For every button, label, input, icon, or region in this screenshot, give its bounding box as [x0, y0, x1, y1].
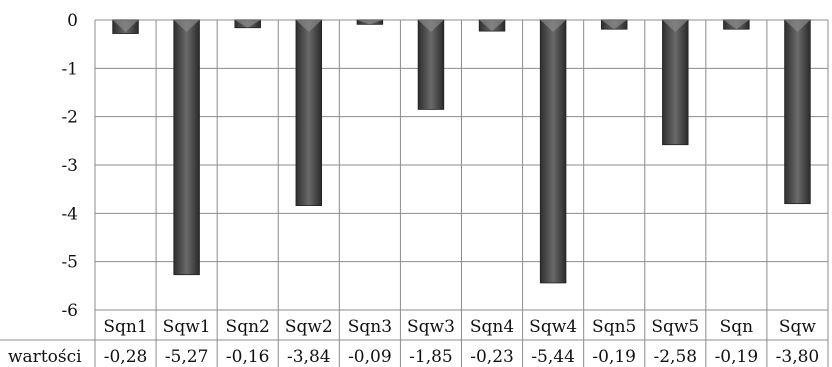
bars	[112, 19, 811, 284]
data-table-value: -2,58	[653, 347, 697, 367]
labels: 0 -1 -2 -3 -4 -5 -6 Sqn1 Sqw1 Sqn2 Sqw2 Sqn3 Sqw3 Sqn…	[8, 11, 819, 367]
bar-cap	[295, 20, 322, 32]
category-label: Sqn	[720, 317, 754, 337]
category-label: Sqn5	[592, 317, 636, 337]
bar-cap	[784, 20, 811, 32]
bar-Sqw5	[662, 19, 689, 146]
y-tick-label: -2	[61, 108, 78, 128]
data-table-value: -0,28	[104, 347, 148, 367]
data-table-value: -0,19	[592, 347, 636, 367]
bar-cap	[418, 20, 444, 32]
data-table-value: -3,84	[287, 347, 331, 367]
y-tick-label: 0	[67, 11, 78, 31]
bar-cap	[479, 20, 505, 32]
data-table-value: -0,23	[470, 347, 514, 367]
data-table-value: -0,09	[348, 347, 392, 367]
bar-Sqw1	[173, 19, 200, 276]
bar-cap	[112, 20, 139, 32]
bar-cap	[173, 20, 200, 32]
bar-Sqw3	[417, 19, 445, 110]
data-table-value: -1,85	[409, 347, 453, 367]
category-label: Sqw3	[407, 317, 455, 337]
category-label: Sqw2	[285, 317, 333, 337]
category-label: Sqn4	[470, 317, 514, 337]
data-table-value: -5,27	[165, 347, 209, 367]
bar-cap	[540, 20, 566, 32]
category-label: Sqn1	[103, 317, 147, 337]
y-tick-label: -3	[61, 156, 78, 176]
y-tick-label: -4	[61, 204, 78, 224]
bar-cap	[234, 20, 261, 28]
category-label: Sqn2	[226, 317, 270, 337]
bar-Sqw2	[295, 19, 323, 207]
y-tick-label: -1	[61, 59, 78, 79]
data-table-value: -3,80	[776, 347, 820, 367]
y-tick-label: -6	[61, 301, 78, 321]
bar-cap	[601, 20, 628, 30]
bar-Sqw4	[539, 19, 567, 284]
category-label: Sqw1	[163, 317, 211, 337]
data-table-value: -0,16	[226, 347, 270, 367]
gridlines	[0, 19, 829, 367]
category-label: Sqn3	[348, 317, 392, 337]
bar-cap	[723, 20, 750, 30]
data-table-series-name: wartości	[8, 347, 82, 367]
data-table-value: -5,44	[531, 347, 575, 367]
data-table-value: -0,19	[715, 347, 759, 367]
category-label: Sqw	[779, 317, 817, 337]
bar-cap	[357, 20, 383, 25]
bar-cap	[662, 20, 689, 32]
category-label: Sqw4	[529, 317, 577, 337]
category-label: Sqw5	[651, 317, 699, 337]
bar-Sqw	[784, 19, 811, 205]
y-tick-label: -5	[61, 253, 78, 273]
